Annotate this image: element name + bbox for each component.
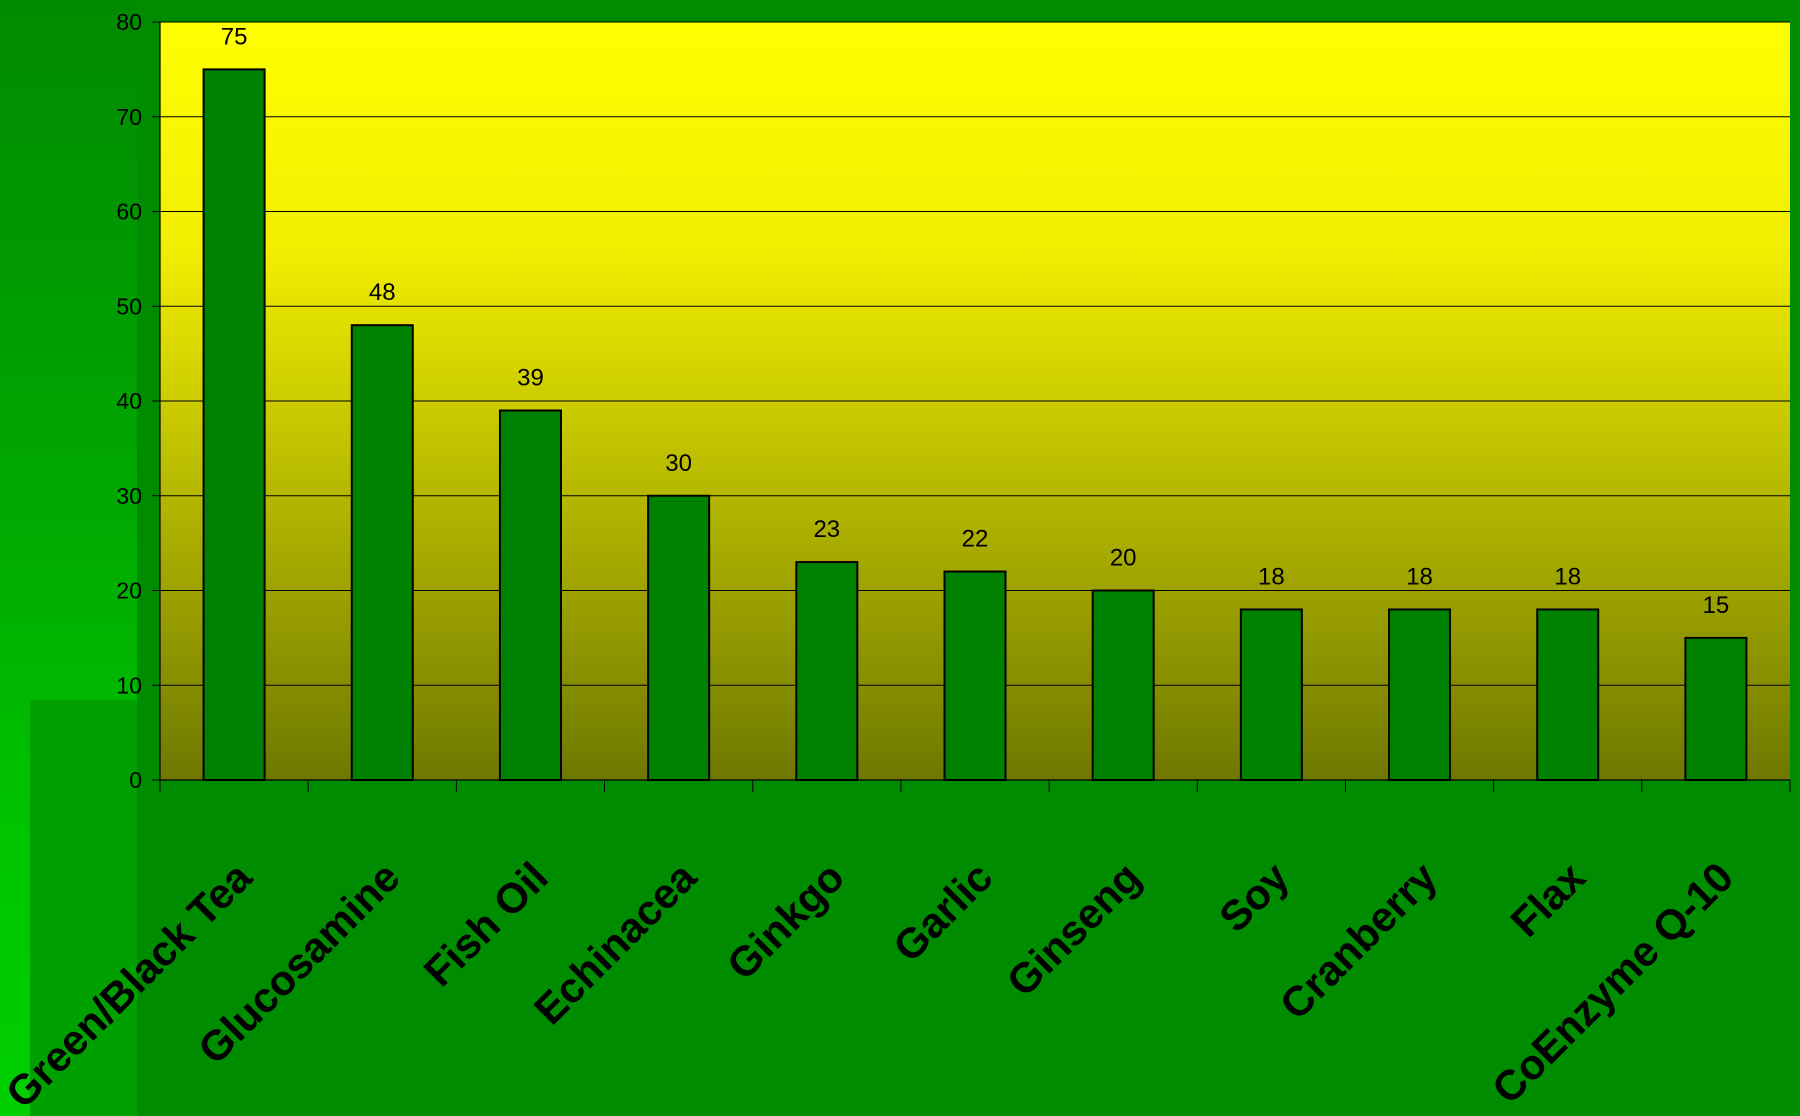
- bar: [647, 494, 711, 781]
- bar: [943, 570, 1007, 781]
- data-label: 30: [665, 450, 692, 477]
- data-label: 48: [369, 279, 396, 306]
- bar: [795, 561, 859, 782]
- y-tick-label: 40: [116, 388, 142, 414]
- data-label: 18: [1554, 563, 1581, 590]
- data-label: 23: [813, 516, 840, 543]
- y-tick-label: 80: [116, 9, 142, 35]
- category-label: Green/Black Tea: [0, 853, 261, 1116]
- bars: [202, 68, 1748, 782]
- category-label: Garlic: [884, 853, 1001, 970]
- y-tick-label: 10: [116, 672, 142, 698]
- category-label: Ginkgo: [718, 853, 854, 989]
- bar: [1239, 608, 1303, 782]
- bar: [1536, 608, 1600, 782]
- bar: [498, 409, 562, 781]
- y-tick-label: 30: [116, 483, 142, 509]
- bar: [1684, 636, 1748, 781]
- y-tick-label: 60: [116, 199, 142, 225]
- bar: [1091, 589, 1155, 781]
- category-label: Flax: [1501, 853, 1594, 946]
- data-label: 15: [1703, 592, 1730, 619]
- data-label: 39: [517, 364, 544, 391]
- bar: [1388, 608, 1452, 782]
- y-tick-label: 70: [116, 104, 142, 130]
- data-label: 18: [1406, 563, 1433, 590]
- category-label: Cranberry: [1271, 853, 1447, 1029]
- category-label: Soy: [1210, 853, 1298, 941]
- category-label: Ginseng: [997, 853, 1149, 1005]
- y-tick-label: 20: [116, 578, 142, 604]
- y-tick-label: 50: [116, 293, 142, 319]
- data-label: 18: [1258, 563, 1285, 590]
- axes: [152, 21, 1791, 792]
- y-tick-label: 0: [129, 767, 142, 793]
- data-label: 75: [221, 23, 248, 50]
- bar: [350, 324, 414, 781]
- data-label: 20: [1110, 545, 1137, 572]
- category-label: Fish Oil: [415, 853, 557, 995]
- data-label: 22: [962, 526, 989, 553]
- category-label: Echinacea: [525, 853, 706, 1034]
- bar: [202, 68, 266, 781]
